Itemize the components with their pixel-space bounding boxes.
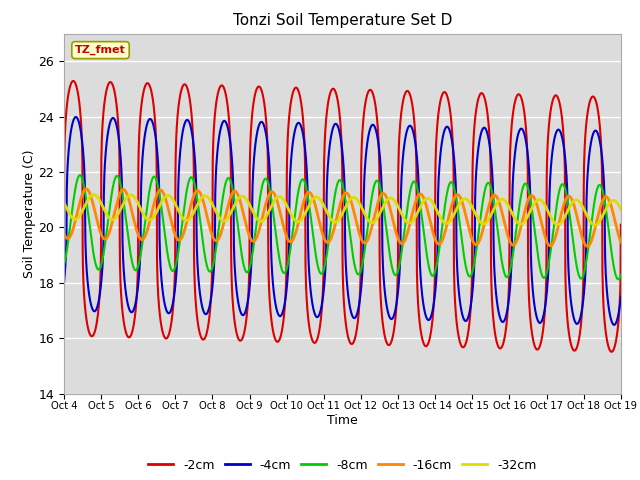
-32cm [331, 219, 339, 225]
-2cm [89, 333, 97, 339]
-16cm [60, 231, 68, 237]
-8cm [60, 262, 68, 267]
-4cm [331, 121, 339, 127]
-32cm [591, 222, 599, 228]
-4cm [499, 319, 506, 325]
-4cm [601, 200, 609, 206]
-16cm [331, 222, 339, 228]
-16cm [601, 194, 609, 200]
-8cm [617, 272, 625, 278]
-32cm [88, 192, 96, 198]
-2cm [499, 342, 506, 348]
-32cm [617, 206, 625, 212]
-8cm [331, 192, 339, 197]
Legend: -2cm, -4cm, -8cm, -16cm, -32cm: -2cm, -4cm, -8cm, -16cm, -32cm [143, 454, 541, 477]
-2cm [331, 88, 339, 94]
-2cm [69, 78, 77, 84]
Line: -16cm: -16cm [64, 189, 621, 246]
-8cm [499, 263, 506, 269]
-2cm [601, 319, 609, 325]
-16cm [83, 186, 90, 192]
-4cm [617, 294, 625, 300]
-16cm [584, 243, 591, 249]
-32cm [602, 207, 609, 213]
-4cm [72, 114, 80, 120]
-2cm [60, 205, 68, 211]
-8cm [614, 276, 622, 282]
-2cm [617, 222, 625, 228]
-4cm [316, 309, 324, 315]
Line: -8cm: -8cm [64, 175, 621, 279]
Text: TZ_fmet: TZ_fmet [75, 45, 126, 55]
-8cm [601, 200, 609, 205]
-4cm [601, 242, 609, 248]
-32cm [601, 208, 609, 214]
-8cm [76, 172, 84, 178]
-32cm [90, 192, 98, 197]
Line: -2cm: -2cm [64, 81, 621, 352]
-4cm [60, 280, 68, 286]
-4cm [611, 322, 618, 328]
-2cm [316, 321, 324, 327]
-8cm [601, 198, 609, 204]
-16cm [602, 194, 609, 200]
Title: Tonzi Soil Temperature Set D: Tonzi Soil Temperature Set D [233, 13, 452, 28]
-8cm [316, 270, 324, 276]
Y-axis label: Soil Temperature (C): Soil Temperature (C) [22, 149, 36, 278]
-32cm [316, 197, 324, 203]
-16cm [89, 200, 97, 205]
-32cm [499, 196, 506, 202]
-16cm [499, 212, 506, 218]
X-axis label: Time: Time [327, 414, 358, 427]
-2cm [601, 322, 609, 328]
-4cm [89, 307, 97, 312]
-32cm [60, 200, 68, 206]
-2cm [608, 349, 616, 355]
-16cm [316, 223, 324, 228]
Line: -32cm: -32cm [64, 194, 621, 225]
Line: -4cm: -4cm [64, 117, 621, 325]
-8cm [89, 245, 97, 251]
-16cm [617, 239, 625, 245]
